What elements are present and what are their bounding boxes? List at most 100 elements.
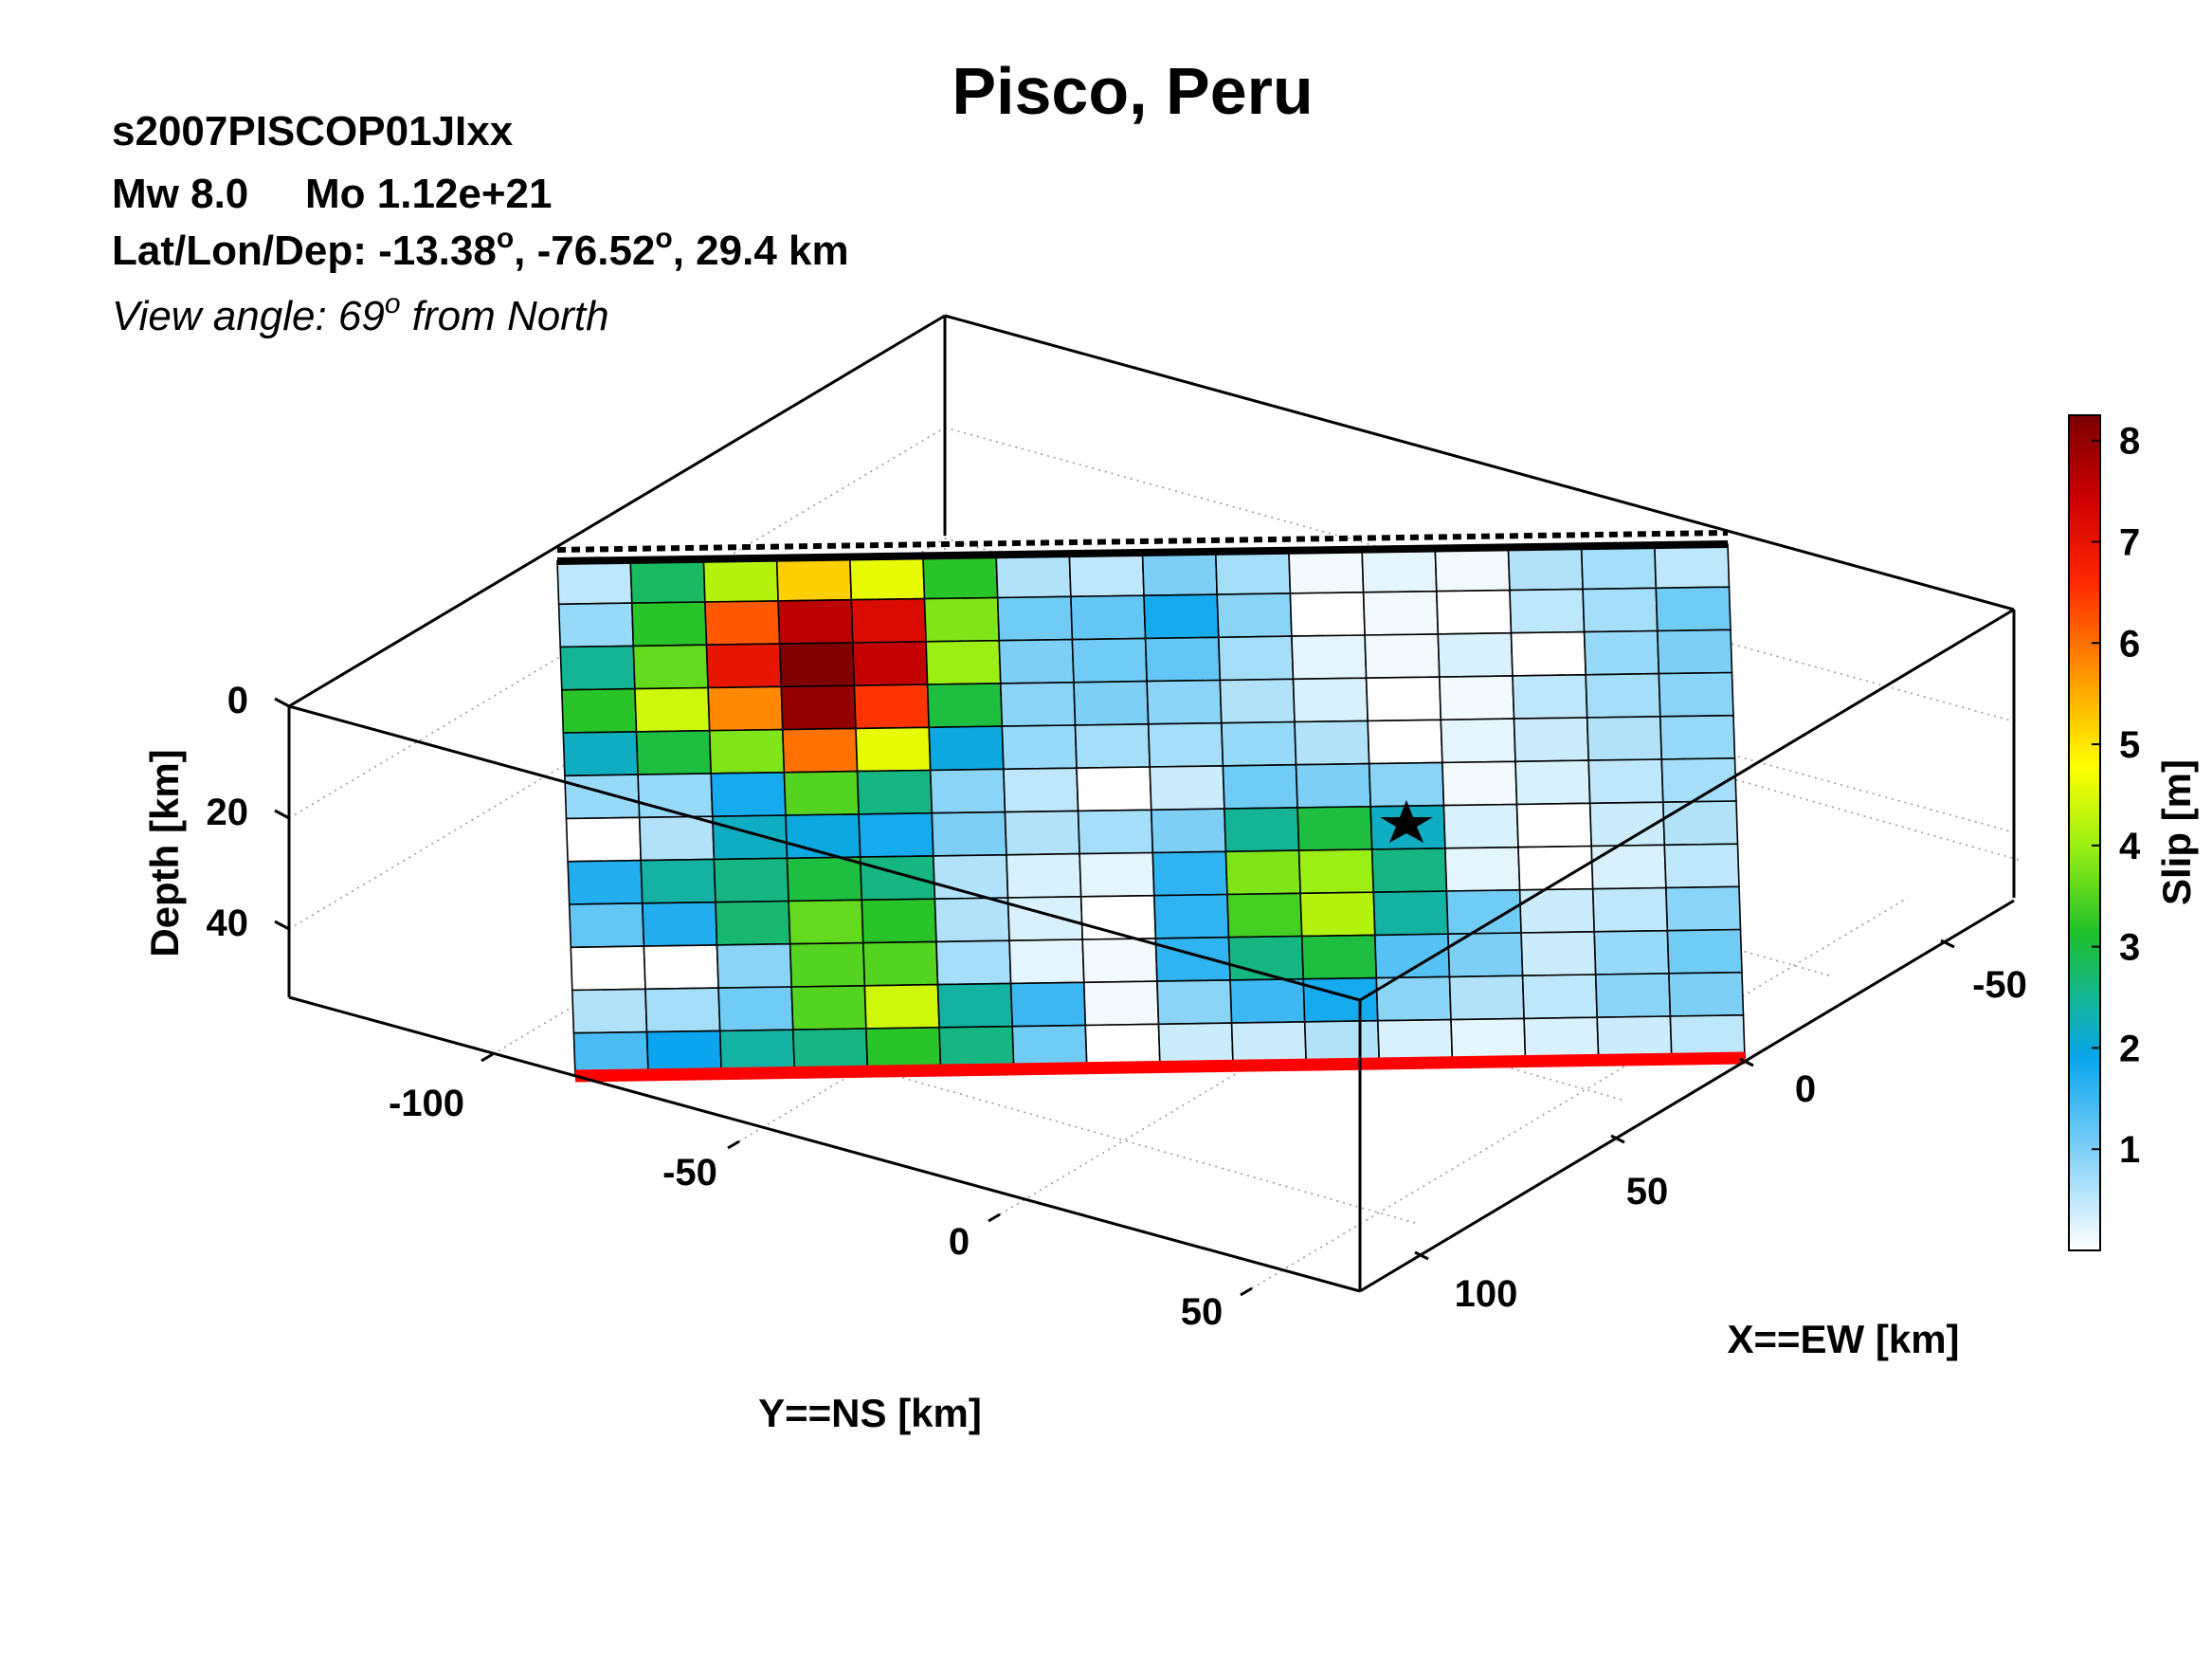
slip-patch xyxy=(717,986,794,1032)
ew-axis-label: X==EW [km] xyxy=(1727,1317,1959,1361)
slip-patch xyxy=(861,940,939,987)
slip-patch xyxy=(632,644,709,690)
slip-patch xyxy=(1294,720,1370,766)
ew-tick-50: 50 xyxy=(1626,1171,1669,1212)
slip-patch xyxy=(643,944,719,991)
slip-patch xyxy=(999,681,1077,727)
slip-patch xyxy=(708,728,786,775)
colorbar-label: Slip [m] xyxy=(2154,759,2199,905)
colorbar: 1 2 3 4 5 6 7 8 Slip [m] xyxy=(2068,414,2199,1251)
slip-patch xyxy=(634,686,711,733)
slip-patch xyxy=(1147,721,1224,768)
slip-patch xyxy=(1292,677,1369,723)
slip-patch xyxy=(1070,594,1147,641)
ew-axis: -50 0 50 100 X==EW [km] xyxy=(1414,939,2027,1361)
ns-axis: -100 -50 0 50 Y==NS [km] xyxy=(389,1052,1253,1435)
slip-patch xyxy=(775,556,853,602)
slip-patch xyxy=(1154,936,1231,982)
slip-patch xyxy=(640,858,716,904)
slip-patch xyxy=(638,815,716,862)
slip-patch xyxy=(1437,631,1514,678)
slip-patch xyxy=(858,811,934,858)
slip-patch xyxy=(1373,933,1451,979)
slip-patch xyxy=(1663,843,1740,889)
slip-patch xyxy=(1520,930,1597,977)
slip-patch xyxy=(1368,761,1445,808)
slip-patch xyxy=(848,555,926,601)
location-text: Lat/Lon/Dep: -13.38o, -76.52o, 29.4 km xyxy=(112,223,849,274)
slip-patch xyxy=(1448,975,1525,1021)
slip-patch xyxy=(1004,810,1080,856)
slip-patch xyxy=(1289,591,1366,637)
slip-patch xyxy=(1656,629,1733,675)
slip-patch xyxy=(934,897,1010,943)
slip-patch xyxy=(1513,717,1590,763)
slip-patch xyxy=(1362,590,1440,636)
slip-patch xyxy=(1216,592,1293,639)
slip-patch xyxy=(1655,586,1732,632)
slip-patch xyxy=(1295,762,1372,809)
slip-patch xyxy=(781,727,859,774)
fault-top-edge xyxy=(556,540,1729,565)
slip-patch xyxy=(707,685,784,732)
slip-patch xyxy=(1361,547,1438,593)
slip-patch xyxy=(1594,972,1672,1019)
location-prefix: Lat/Lon/Dep: -13.38 xyxy=(112,228,497,274)
fault-top-dashed xyxy=(556,530,1729,553)
slip-patch xyxy=(1003,767,1079,813)
slip-patch xyxy=(1367,719,1443,765)
slip-patch xyxy=(629,557,706,604)
slip-patch xyxy=(1441,760,1518,807)
slip-patch xyxy=(925,639,1002,685)
slip-patch xyxy=(777,598,854,645)
slip-patch xyxy=(1076,766,1152,812)
slip-patch xyxy=(1219,678,1296,724)
slip-patch xyxy=(1220,720,1297,767)
magnitude-moment: Mw 8.0 Mo 1.12e+21 xyxy=(112,171,553,217)
slip-patch xyxy=(861,898,937,944)
ns-tick-50: 50 xyxy=(1181,1291,1224,1333)
view-angle-text: View angle: 69o from North xyxy=(112,288,609,339)
slip-patch xyxy=(788,899,864,945)
slip-patch xyxy=(1300,934,1378,980)
slip-patch xyxy=(1214,549,1292,595)
slip-patch xyxy=(1226,892,1303,939)
slip-patch xyxy=(1229,977,1306,1024)
ns-axis-label: Y==NS [km] xyxy=(758,1391,982,1435)
slip-patch xyxy=(1081,938,1158,984)
location-suffix: , 29.4 km xyxy=(673,228,849,274)
slip-patch xyxy=(778,642,856,688)
slip-patch xyxy=(1658,671,1734,718)
depth-tick-40: 40 xyxy=(207,902,249,944)
slip-patch xyxy=(570,945,646,992)
slip-patch xyxy=(1593,929,1670,975)
slip-patch xyxy=(1660,757,1737,804)
slip-patch xyxy=(1514,759,1591,806)
slip-patch xyxy=(931,811,1007,857)
slip-patch xyxy=(1071,637,1148,684)
slip-patch xyxy=(1587,758,1664,805)
slip-patch xyxy=(1440,718,1516,764)
colorbar-tick-label: 6 xyxy=(2119,623,2140,665)
slip-patch xyxy=(644,987,721,1033)
slip-patch xyxy=(1438,675,1515,721)
slip-patch xyxy=(1302,976,1379,1023)
slip-patch xyxy=(1582,587,1659,633)
slip-patch xyxy=(1653,543,1731,590)
slip-patch xyxy=(936,982,1014,1029)
slip-patch xyxy=(1009,981,1087,1028)
slip-patch xyxy=(1079,851,1155,898)
colorbar-tick-label: 2 xyxy=(2119,1028,2140,1069)
colorbar-tick-label: 7 xyxy=(2119,521,2140,563)
slip-patch xyxy=(559,645,636,691)
slip-patch xyxy=(852,640,929,687)
slip-patch xyxy=(995,553,1072,599)
slip-patch xyxy=(923,596,1001,643)
slip-patch xyxy=(1149,765,1225,811)
slip-patch xyxy=(1512,673,1588,720)
slip-patch xyxy=(1152,893,1230,939)
event-id: s2007PISCOP01JIxx xyxy=(112,108,514,155)
slip-patch xyxy=(1222,763,1298,810)
ns-tick-minus50: -50 xyxy=(662,1152,717,1194)
colorbar-tick-label: 3 xyxy=(2119,927,2140,969)
